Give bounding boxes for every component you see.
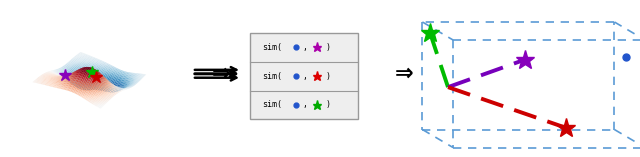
Text: ): )	[325, 72, 330, 81]
Text: ⇒: ⇒	[211, 64, 230, 84]
Text: ): )	[325, 100, 330, 109]
Text: ,: ,	[302, 72, 307, 81]
Text: sim(: sim(	[262, 100, 282, 109]
Text: ,: ,	[302, 43, 307, 52]
Text: ,: ,	[302, 100, 307, 109]
Text: ): )	[325, 43, 330, 52]
Text: ⇒: ⇒	[395, 64, 414, 84]
FancyBboxPatch shape	[250, 33, 358, 119]
Text: sim(: sim(	[262, 72, 282, 81]
Text: sim(: sim(	[262, 43, 282, 52]
